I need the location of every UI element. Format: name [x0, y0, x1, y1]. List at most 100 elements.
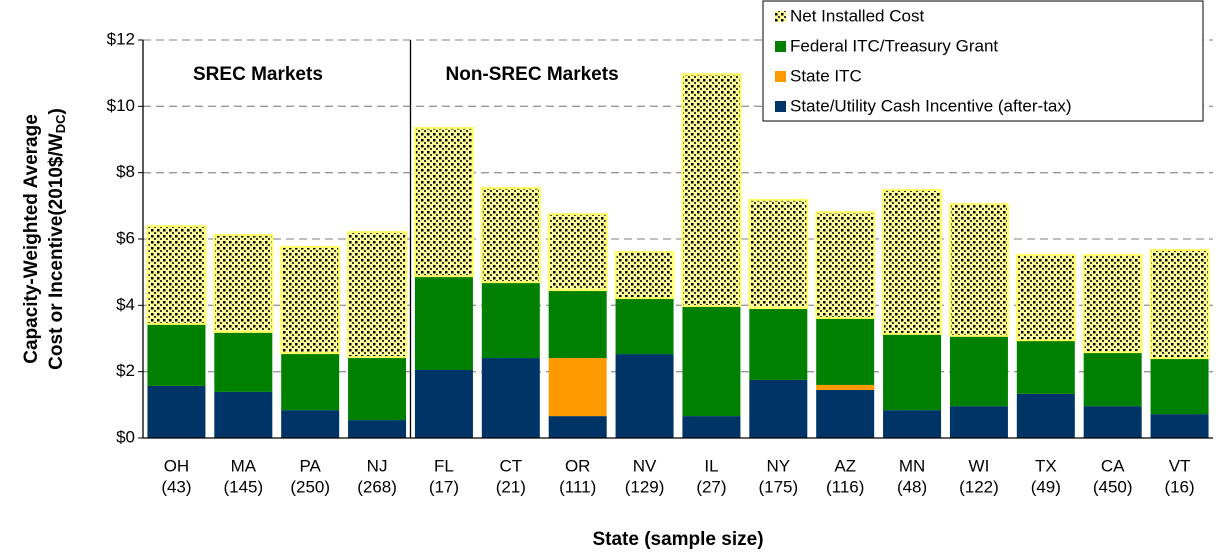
- x-tick-sublabel: (49): [1031, 477, 1061, 496]
- legend-swatch: [775, 71, 786, 82]
- bar-segment: [547, 213, 608, 292]
- x-tick-sublabel: (450): [1093, 477, 1133, 496]
- bar-segment: [1150, 414, 1209, 438]
- bar-segment: [949, 335, 1008, 407]
- bar-segment: [146, 225, 207, 325]
- x-tick-label: AZ: [834, 456, 856, 475]
- bar-segment: [883, 410, 942, 438]
- legend-label: State ITC: [790, 66, 862, 85]
- y-axis-label: Capacity-Weighted Average Cost or Incent…: [21, 108, 68, 370]
- group-label: Non-SREC Markets: [446, 64, 619, 85]
- bar-segment: [347, 231, 408, 359]
- x-tick-label: NY: [767, 456, 791, 475]
- bar-segment: [816, 389, 875, 438]
- x-tick-label: MA: [231, 456, 257, 475]
- legend-label: State/Utility Cash Incentive (after-tax): [790, 96, 1072, 115]
- bar-segment: [481, 358, 540, 438]
- x-tick-sublabel: (111): [559, 477, 596, 496]
- bar-segment: [413, 126, 474, 278]
- bar-segment: [883, 333, 942, 411]
- bar-segment: [949, 406, 1008, 438]
- x-tick-sublabel: (21): [496, 477, 526, 496]
- x-tick-sublabel: (175): [758, 477, 798, 496]
- bar-segment: [1083, 406, 1142, 438]
- bar-segment: [749, 379, 808, 438]
- bar-segment: [948, 203, 1009, 337]
- bar-segment: [213, 234, 274, 333]
- y-tick-label: $8: [116, 162, 135, 181]
- bar-segment: [147, 385, 206, 438]
- legend-label: Net Installed Cost: [790, 6, 924, 25]
- bar-segment: [348, 357, 407, 421]
- y-label-main: Cost or Incentive(2010$/W: [46, 133, 67, 370]
- bar-segment: [1082, 253, 1143, 354]
- bar-segment: [1015, 253, 1076, 342]
- bar-segment: [1016, 340, 1075, 394]
- x-tick-label: OR: [565, 456, 591, 475]
- x-tick-sublabel: (43): [161, 477, 191, 496]
- legend: Net Installed Cost Federal ITC/Treasury G…: [762, 0, 1204, 122]
- bar-segment: [214, 331, 273, 392]
- x-tick-label: TX: [1035, 456, 1057, 475]
- bar-segment: [816, 317, 875, 385]
- x-tick-sublabel: (16): [1164, 477, 1194, 496]
- bar-segment: [816, 384, 875, 390]
- bar-segment: [414, 276, 473, 371]
- bar-segment: [281, 410, 340, 438]
- y-label-sub: DC: [53, 114, 68, 133]
- bar-segment: [682, 416, 741, 438]
- x-tick-label: VT: [1169, 456, 1191, 475]
- bar-segment: [615, 298, 674, 355]
- bar-segment: [1083, 352, 1142, 407]
- legend-swatch: [775, 11, 786, 22]
- bar-segment: [548, 416, 607, 438]
- bar-segment: [815, 211, 876, 319]
- bar-segment: [548, 358, 607, 417]
- x-tick-sublabel: (48): [897, 477, 927, 496]
- bar-segment: [480, 186, 541, 284]
- bar-segment: [614, 250, 675, 300]
- y-tick-label: $10: [107, 96, 135, 115]
- x-tick-sublabel: (268): [357, 477, 397, 496]
- bar-segment: [348, 420, 407, 438]
- x-tick-label: NV: [633, 456, 657, 475]
- bar-segment: [615, 354, 674, 438]
- x-tick-label: CA: [1101, 456, 1125, 475]
- x-tick-label: WI: [969, 456, 990, 475]
- y-label-line1: Capacity-Weighted Average: [21, 114, 42, 364]
- legend-label: Federal ITC/Treasury Grant: [790, 36, 998, 55]
- legend-swatch: [775, 101, 786, 112]
- bar-segment: [749, 307, 808, 380]
- bar-segment: [548, 290, 607, 359]
- y-label-end: ): [46, 108, 67, 114]
- bar-segment: [682, 305, 741, 417]
- legend-box: [762, 0, 1204, 122]
- y-tick-label: $0: [116, 427, 135, 446]
- bar-segment: [281, 353, 340, 411]
- group-label: SREC Markets: [193, 64, 323, 85]
- bar-segment: [147, 323, 206, 386]
- x-tick-label: CT: [499, 456, 522, 475]
- y-label-line2: Cost or Incentive(2010$/WDC): [46, 108, 68, 370]
- x-tick-label: PA: [299, 456, 321, 475]
- x-tick-sublabel: (17): [429, 477, 459, 496]
- bar-segment: [414, 370, 473, 438]
- bar-segment: [748, 198, 809, 309]
- x-tick-label: OH: [164, 456, 190, 475]
- y-tick-label: $2: [116, 361, 135, 380]
- bar-segment: [481, 282, 540, 359]
- y-tick-label: $12: [107, 29, 135, 48]
- x-tick-label: NJ: [367, 456, 388, 475]
- bar-segment: [882, 188, 943, 335]
- x-tick-sublabel: (145): [223, 477, 263, 496]
- y-tick-label: $6: [116, 228, 135, 247]
- bar-segment: [280, 245, 341, 355]
- x-tick-sublabel: (129): [625, 477, 665, 496]
- x-tick-label: FL: [434, 456, 454, 475]
- bar-segment: [1150, 358, 1209, 415]
- x-tick-label: IL: [704, 456, 718, 475]
- x-tick-sublabel: (27): [696, 477, 726, 496]
- x-tick-sublabel: (122): [959, 477, 999, 496]
